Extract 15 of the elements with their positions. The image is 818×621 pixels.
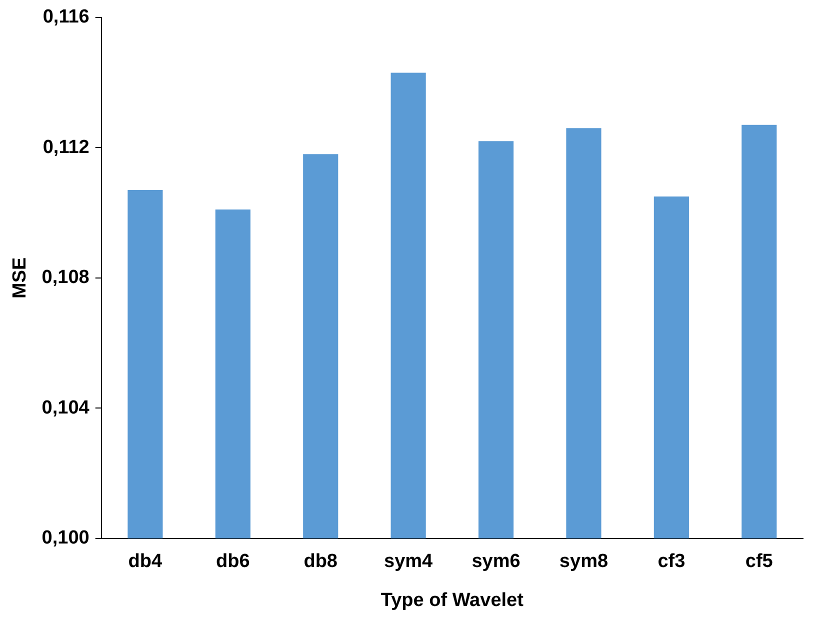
x-tick-label: cf3 (658, 551, 686, 572)
y-tick-label: 0,112 (42, 136, 90, 158)
x-tick-label: db6 (216, 551, 250, 572)
y-tick-label: 0,104 (42, 397, 90, 418)
y-tick-label: 0,100 (42, 528, 90, 549)
x-tick-label: sym4 (384, 551, 434, 572)
x-tick-label: sym6 (472, 551, 520, 572)
x-tick-label: cf5 (745, 551, 774, 572)
y-tick-label: 0,108 (42, 267, 90, 288)
y-axis-title: MSE (10, 257, 31, 298)
x-tick-label: db4 (128, 551, 163, 572)
y-tick-label: 0,116 (42, 6, 90, 28)
x-tick-label: sym8 (559, 551, 608, 572)
x-tick-label: db8 (304, 551, 338, 572)
x-axis-title: Type of Wavelet (380, 590, 524, 611)
